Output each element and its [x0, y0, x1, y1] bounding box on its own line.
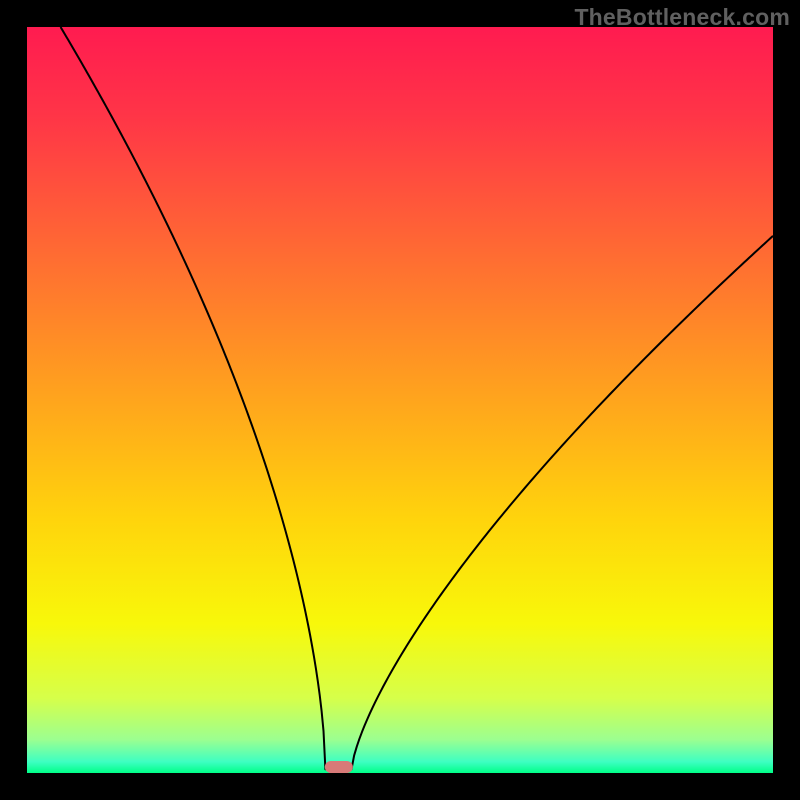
bottleneck-chart [27, 27, 773, 773]
optimal-marker [325, 761, 353, 773]
gradient-background [27, 27, 773, 773]
chart-stage: TheBottleneck.com [0, 0, 800, 800]
